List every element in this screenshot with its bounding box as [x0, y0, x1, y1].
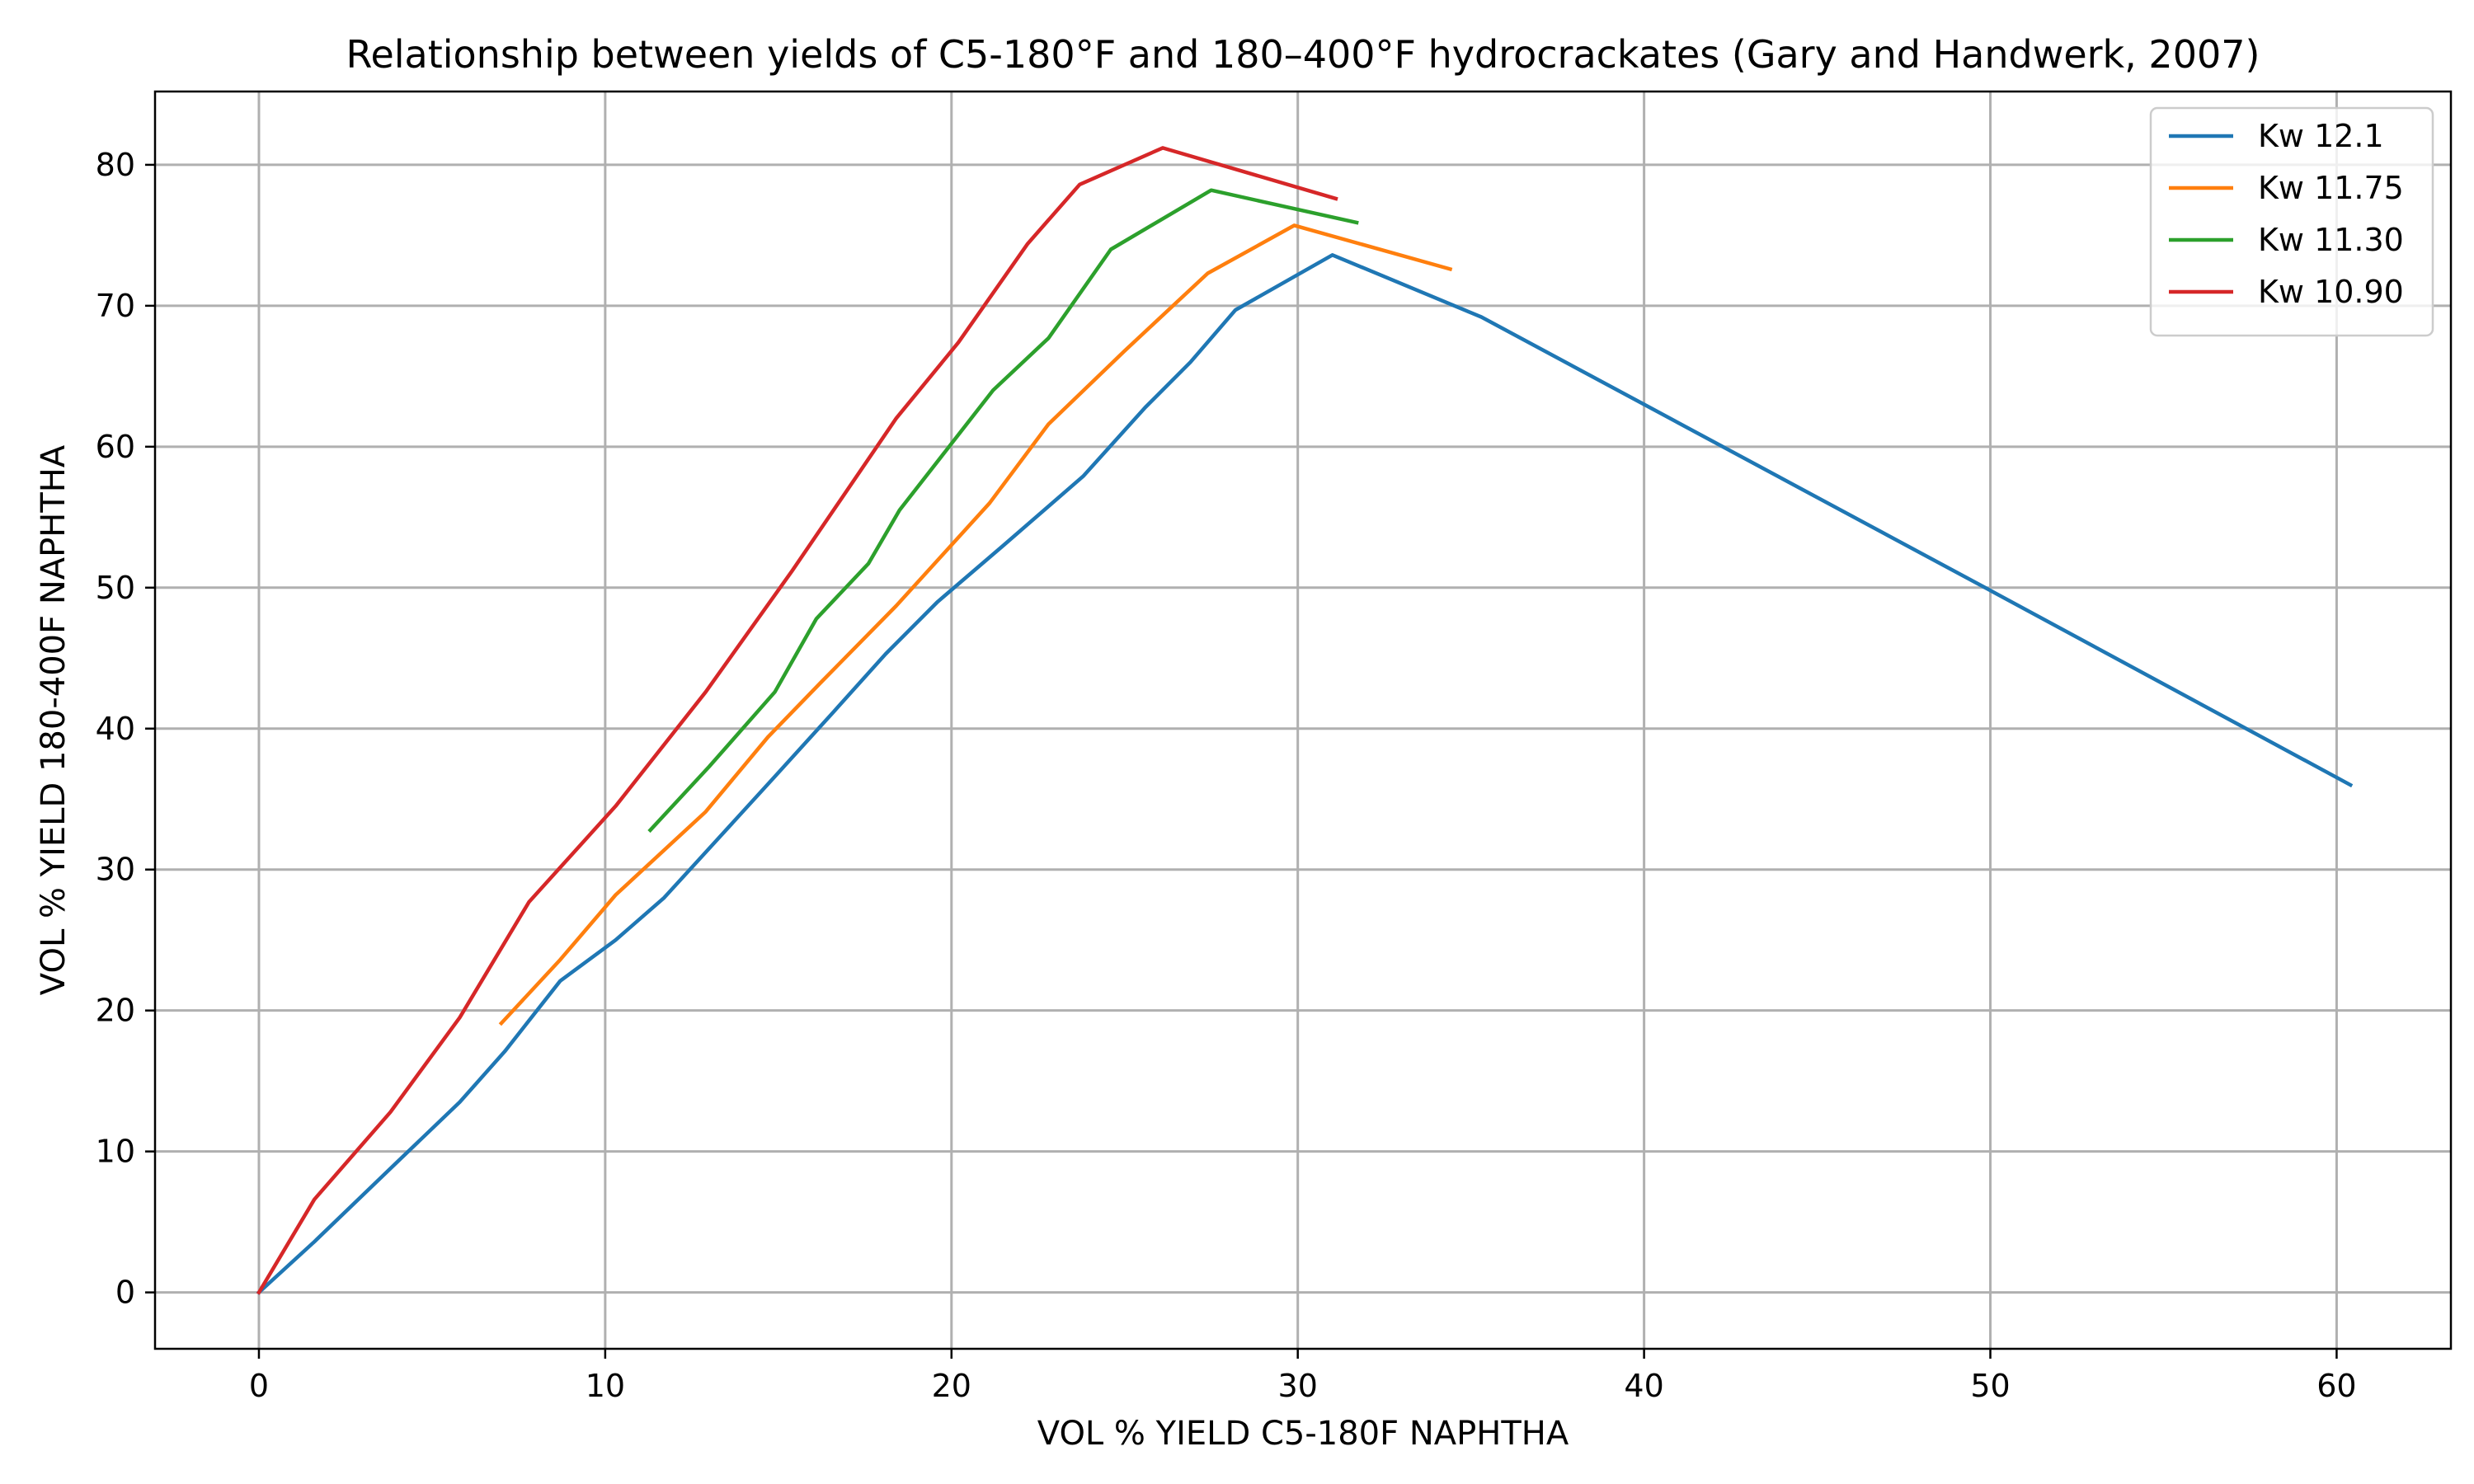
plot-frame	[153, 90, 2453, 1350]
legend-box	[2149, 106, 2434, 337]
x-tick-label: 30	[1278, 1368, 1318, 1404]
x-tick-label: 40	[1624, 1368, 1663, 1404]
series-line-3	[647, 188, 1359, 834]
x-tick-label: 10	[586, 1368, 625, 1404]
x-axis-label: VOL % YIELD C5-180F NAPHTHA	[1037, 1415, 1569, 1453]
y-tick-label: 40	[96, 711, 135, 747]
axis-ticks: 0 10 20 30 40 50 60 0 10 20 30 40 50 60 70 80	[96, 147, 2357, 1404]
y-axis-label: VOL % YIELD 180-400F NAPHTHA	[35, 444, 73, 995]
x-tick-label: 0	[249, 1368, 269, 1404]
x-tick-label: 60	[2316, 1368, 2356, 1404]
x-tick-label: 50	[1970, 1368, 2010, 1404]
y-tick-label: 10	[96, 1134, 135, 1170]
legend-entry-label: Kw 11.75	[2258, 170, 2404, 206]
y-tick-label: 50	[96, 570, 135, 606]
legend-entry-label: Kw 10.90	[2258, 274, 2404, 310]
series-line-4	[256, 146, 1338, 1295]
series-line-1	[256, 253, 2354, 1295]
chart-title: Relationship between yields of C5-180°F …	[346, 32, 2260, 77]
plot-series	[256, 146, 2354, 1295]
y-tick-label: 80	[96, 147, 135, 183]
x-tick-label: 20	[932, 1368, 971, 1404]
y-tick-label: 60	[96, 429, 135, 465]
series-line-2	[498, 223, 1453, 1026]
y-tick-label: 20	[96, 993, 135, 1029]
y-tick-label: 70	[96, 288, 135, 324]
y-tick-label: 30	[96, 852, 135, 888]
grid	[155, 92, 2451, 1349]
legend-entry-label: Kw 12.1	[2258, 118, 2384, 154]
y-tick-label: 0	[115, 1275, 135, 1311]
legend-entry-label: Kw 11.30	[2258, 222, 2404, 258]
legend: Kw 12.1 Kw 11.75 Kw 11.30 Kw 10.90	[2149, 106, 2434, 337]
